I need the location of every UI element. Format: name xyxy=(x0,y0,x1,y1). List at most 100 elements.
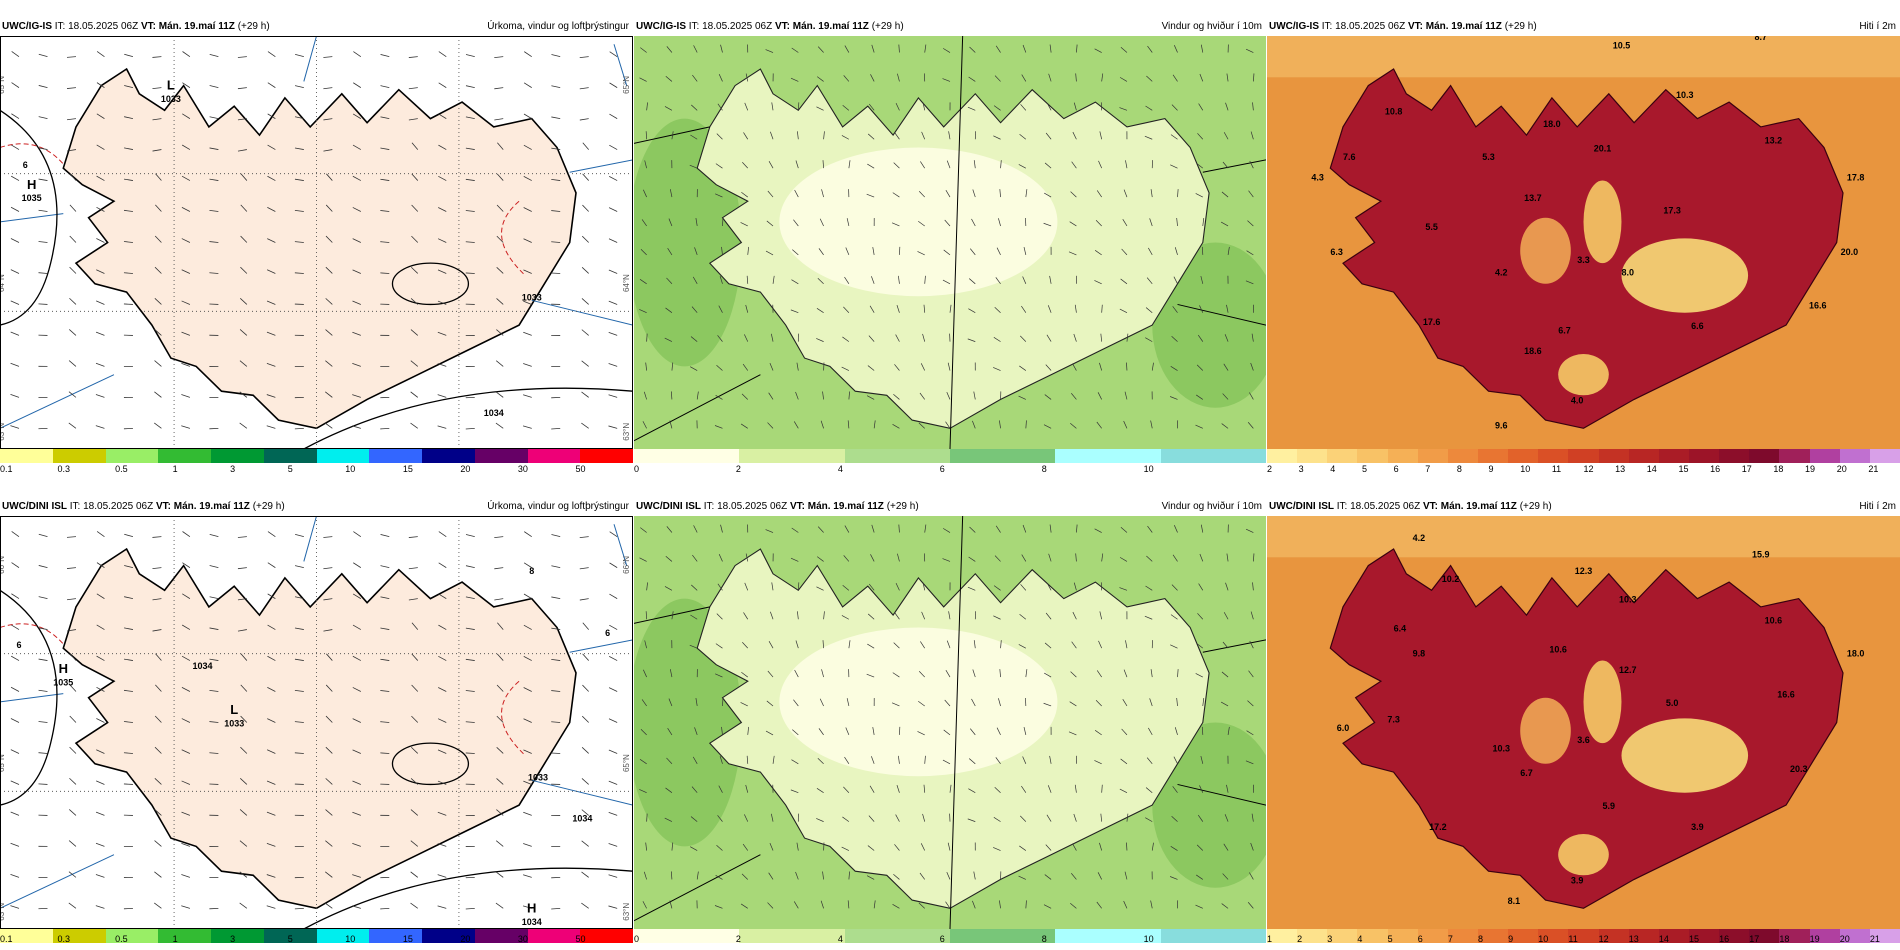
wind-arrow xyxy=(843,786,850,793)
wind-barb xyxy=(352,363,361,367)
wind-barb xyxy=(411,715,419,723)
wind-arrow xyxy=(1196,364,1204,371)
temperature-isoline xyxy=(501,680,526,756)
wind-barb xyxy=(323,598,333,601)
wind-arrow xyxy=(893,162,900,169)
wind-arrow xyxy=(846,218,850,227)
wind-barb xyxy=(411,622,419,630)
wind-arrow xyxy=(1094,280,1102,285)
panel-wind-row1: UWC/IG-IS IT: 18.05.2025 06Z VT: Mán. 19… xyxy=(634,18,1267,474)
colorbar-segment xyxy=(263,929,317,943)
wind-barb xyxy=(239,902,248,909)
wind-arrow xyxy=(869,785,875,793)
wind-barb xyxy=(410,871,419,878)
wind-arrow xyxy=(665,76,673,82)
wind-barb xyxy=(267,562,276,568)
wind-barb xyxy=(294,272,304,274)
wind-barb xyxy=(380,241,390,243)
wind-arrow xyxy=(949,784,952,793)
wind-barb xyxy=(38,627,48,630)
wind-barb xyxy=(437,843,447,847)
wind-arrow xyxy=(923,304,926,313)
wind-barb xyxy=(523,593,532,599)
wind-barb xyxy=(266,811,276,816)
wind-arrow xyxy=(1144,615,1153,620)
wind-arrow xyxy=(921,611,926,620)
wind-barb xyxy=(437,331,447,336)
wind-arrow xyxy=(968,556,976,562)
wind-barb xyxy=(294,658,304,661)
wind-arrow xyxy=(1120,47,1128,53)
wind-barb xyxy=(95,425,105,429)
wind-barb xyxy=(352,394,361,398)
wind-barb xyxy=(609,624,618,630)
wind-arrow xyxy=(897,73,900,82)
wind-colorbar xyxy=(634,449,1267,463)
cool-highland xyxy=(1621,238,1749,313)
colorbar-segment xyxy=(316,449,370,463)
wind-barb xyxy=(68,329,77,336)
colorbar-tick-label: 8 xyxy=(1478,934,1484,944)
wind-arrow xyxy=(1047,785,1052,793)
wind-arrow xyxy=(1046,814,1052,822)
wind-barb xyxy=(352,238,361,243)
wind-arrow xyxy=(994,555,1001,562)
wind-arrow xyxy=(1072,843,1077,851)
wind-barb xyxy=(267,51,276,57)
wind-barb xyxy=(209,116,219,119)
colorbar-tick-label: 20 xyxy=(460,934,471,944)
wind-arrow xyxy=(846,698,850,707)
latitude-label: 64°N xyxy=(0,274,6,292)
wind-arrow xyxy=(639,557,647,562)
temperature-isoline xyxy=(501,200,526,276)
wind-arrow xyxy=(690,614,698,620)
lead-time: (+29 h) xyxy=(237,21,270,32)
panel-precip-row1: UWC/IG-IS IT: 18.05.2025 06Z VT: Mán. 19… xyxy=(0,18,633,474)
wind-arrow xyxy=(1197,613,1204,620)
wind-barb xyxy=(325,266,333,274)
wind-barb xyxy=(352,718,361,723)
colorbar-tick-label: 0 xyxy=(634,934,640,944)
wind-arrow xyxy=(867,613,875,620)
wind-barb xyxy=(237,56,247,58)
wind-barb xyxy=(523,363,532,367)
wind-arrow xyxy=(1072,611,1077,620)
wind-arrow xyxy=(892,423,900,429)
wind-barb xyxy=(181,811,191,816)
wind-barb xyxy=(352,811,361,816)
wind-arrow xyxy=(1199,73,1204,82)
wind-arrow xyxy=(948,131,951,140)
panel-title: Úrkoma, vindur og loftþrýstingur xyxy=(487,21,629,32)
wind-barb xyxy=(209,565,219,569)
latitude-label: 63°N xyxy=(0,423,6,441)
wind-barb xyxy=(266,874,276,878)
valid-time: VT: Mán. 19.maí 11Z xyxy=(1407,21,1502,32)
wind-arrow xyxy=(690,816,698,822)
wind-arrow xyxy=(816,787,824,794)
colorbar-ticks: 0.1 0.3 0.5 1 3 5 10 15 20 30 50 xyxy=(0,934,633,946)
wind-arrow xyxy=(1122,698,1128,707)
wind-arrow xyxy=(643,669,647,678)
wind-arrow xyxy=(791,527,799,533)
wind-barb xyxy=(209,147,219,150)
wind-barb xyxy=(551,210,561,212)
wind-barb xyxy=(181,175,191,181)
wind-arrow xyxy=(644,640,647,649)
colorbar-tick-label: 0.1 xyxy=(0,464,13,474)
wind-arrow xyxy=(1049,44,1052,53)
wind-arrow xyxy=(1174,247,1178,255)
value-label: 1033 xyxy=(161,94,181,104)
colorbar-segment xyxy=(950,929,1003,943)
lead-time: (+29 h) xyxy=(1519,501,1552,512)
wind-arrow xyxy=(669,669,673,678)
wind-arrow xyxy=(1044,874,1052,880)
colorbar-ticks: 0.1 0.3 0.5 1 3 5 10 15 20 30 50 xyxy=(0,464,633,476)
wind-arrow xyxy=(1025,420,1027,429)
wind-barb xyxy=(38,658,48,661)
wind-arrow xyxy=(1019,365,1027,371)
wind-arrow xyxy=(923,784,926,793)
wind-barb xyxy=(581,871,589,878)
wind-arrow xyxy=(946,871,951,880)
wind-barb xyxy=(69,684,77,692)
colorbar-segment xyxy=(1869,929,1900,943)
